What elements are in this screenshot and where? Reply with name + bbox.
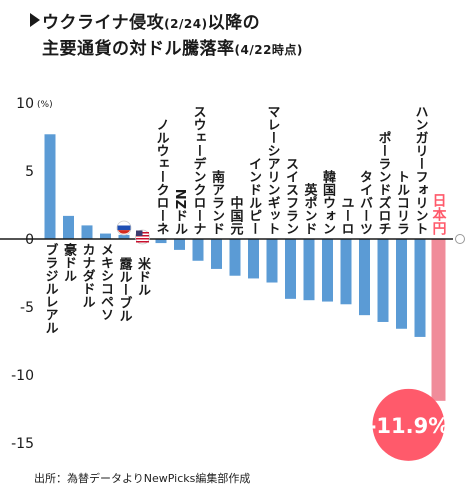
bar [174,239,185,250]
y-tick-label: -5 [20,300,34,316]
bar [44,134,56,239]
bar [155,239,167,244]
category-label: 英ポンド [302,182,319,235]
bar [192,239,204,261]
bar [340,239,352,305]
category-label: スイスフラン [283,157,299,235]
category-label: 米ドル [135,256,151,296]
category-label: 韓国ウォン [320,169,336,235]
chart-subtitle: 主要通貨の対ドル騰落率(4/22時点) [42,34,303,59]
category-label: ブラジルレアル [43,242,59,334]
chart-title: ウクライナ侵攻(2/24)以降の [42,8,260,33]
title-text: ウクライナ侵攻 [42,13,165,33]
highlight-badge-label: -11.9% [368,414,450,438]
highlight-badge [372,388,445,461]
category-label: カナダドル [80,243,96,308]
category-label: 日本円 [431,193,447,236]
y-tick-label: 5 [25,164,34,180]
bar [431,239,446,401]
russia-flag-red-band [117,230,131,234]
bar [211,239,222,269]
subtitle-date: (4/22時点) [234,43,303,57]
category-label: インドルピー [246,157,262,235]
y-tick-label: -15 [11,436,34,452]
category-label: 南アランド [209,169,225,235]
category-label: タイバーツ [357,170,373,235]
bar [322,239,333,302]
category-label: ポーランドズロチ [376,130,392,235]
category-label: 露ルーブル [117,257,133,322]
bar [414,239,426,337]
russia-flag-blue-band [117,225,131,231]
bar [118,234,130,239]
bar [100,233,111,239]
bar [63,215,74,239]
us-flag-stripe [136,241,149,243]
category-label: マレーシアリンギット [265,105,280,235]
bar [303,239,315,301]
category-label: ノルウェークローネ [154,118,170,235]
category-label: 豪ドル [61,242,77,282]
axis-end-marker [455,234,465,244]
bar [81,225,93,239]
bar [359,239,370,316]
y-tick-label: 0 [25,232,34,248]
title-marker-icon [30,13,40,27]
category-label: メキシコペソ [98,243,114,321]
bar [248,239,259,279]
us-flag-stripe [136,238,149,240]
y-tick-label: -10 [11,368,34,384]
subtitle-text: 主要通貨の対ドル騰落率 [42,39,235,59]
category-label: トルコリラ [394,170,410,235]
bar [266,239,278,283]
category-label: ハンガリーフォリント [413,105,429,235]
bar [285,239,296,299]
bar [229,239,241,276]
bar [396,239,407,329]
source-note: 出所：為替データよりNewPicks編集部作成 [34,472,251,485]
category-label: ユーロ [339,196,355,235]
category-label: 中国元 [228,195,244,236]
title-date: (2/24) [164,17,208,31]
category-label: スウェーデンクローナ [191,105,207,235]
y-tick-label: 10 [16,96,34,112]
title-after: 以降の [207,13,261,33]
y-unit-label: (%) [37,100,53,110]
category-label: NZドル [172,189,188,236]
bar [377,239,389,322]
us-flag-canton [136,230,143,236]
